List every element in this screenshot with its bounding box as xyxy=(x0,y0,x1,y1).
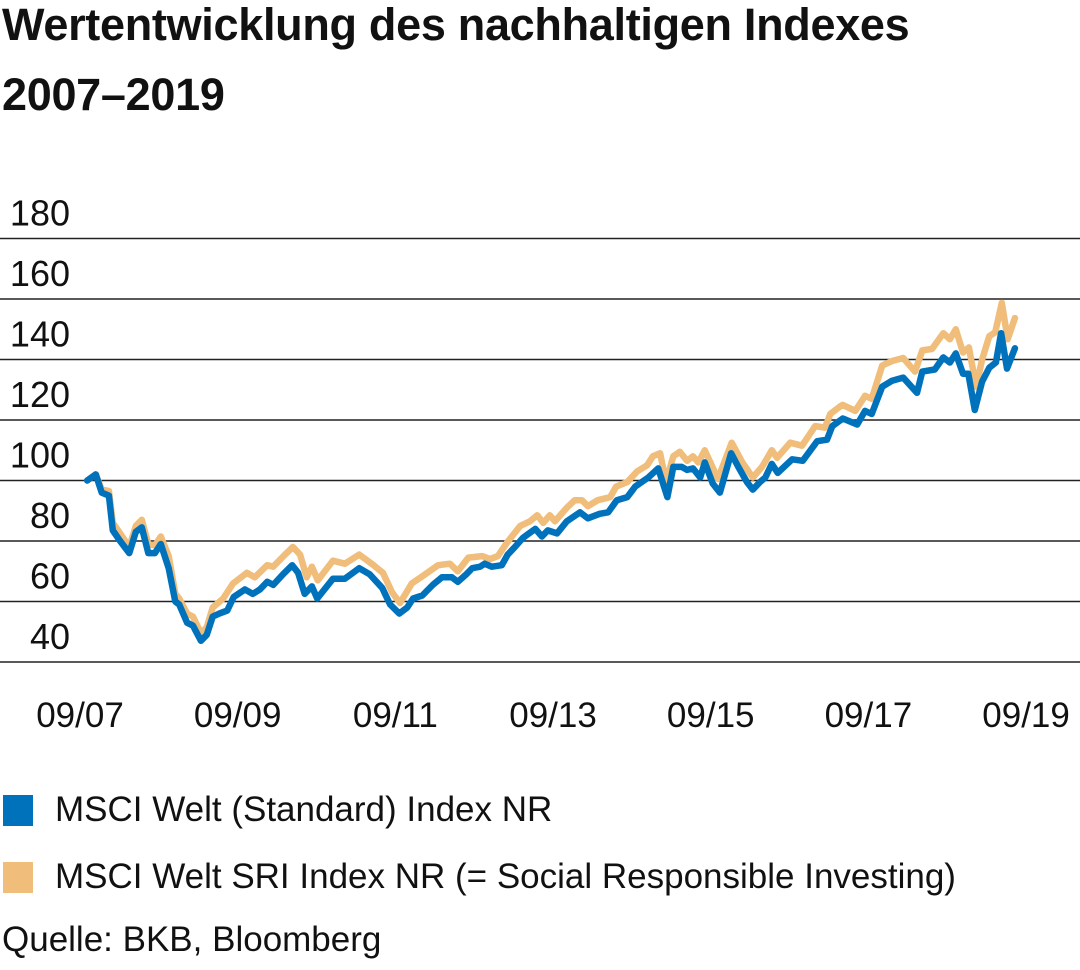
x-tick-label: 09/07 xyxy=(36,696,124,735)
legend-swatch-blue xyxy=(3,794,33,826)
y-tick-label: 120 xyxy=(10,374,70,415)
chart-title-line-2: 2007–2019 xyxy=(2,69,225,120)
y-tick-label: 100 xyxy=(10,435,70,476)
x-tick-label: 09/19 xyxy=(982,696,1070,735)
chart-title-line-1: Wertentwicklung des nachhaltigen Indexes xyxy=(2,0,910,50)
series-lines xyxy=(83,299,1019,645)
legend-item-msci-world: MSCI Welt (Standard) Index NR xyxy=(3,790,552,830)
x-tick-label: 09/13 xyxy=(509,696,597,735)
x-tick-label: 09/17 xyxy=(825,696,913,735)
gridlines xyxy=(0,237,1080,663)
legend-label: MSCI Welt (Standard) Index NR xyxy=(55,790,553,829)
series-line-msci-world-sri xyxy=(83,299,1019,637)
x-axis-ticks: 09/07 09/09 09/11 09/13 09/15 09/17 09/19 xyxy=(36,696,1070,735)
y-tick-label: 60 xyxy=(30,556,70,597)
y-tick-label: 160 xyxy=(10,253,70,294)
legend-item-msci-world-sri: MSCI Welt SRI Index NR (= Social Respons… xyxy=(3,857,956,897)
x-tick-label: 09/09 xyxy=(194,696,282,735)
x-tick-label: 09/11 xyxy=(353,696,438,735)
series-line-msci-world xyxy=(83,329,1019,645)
y-tick-label: 140 xyxy=(10,314,70,355)
y-tick-label: 80 xyxy=(30,495,70,536)
source-note: Quelle: BKB, Bloomberg xyxy=(2,920,382,959)
y-axis-ticks: 180 160 140 120 100 80 60 40 xyxy=(10,193,70,658)
legend-swatch-orange xyxy=(3,861,33,893)
y-tick-label: 40 xyxy=(30,616,70,657)
y-tick-label: 180 xyxy=(10,193,70,234)
x-tick-label: 09/15 xyxy=(667,696,755,735)
legend-label: MSCI Welt SRI Index NR (= Social Respons… xyxy=(55,857,956,896)
